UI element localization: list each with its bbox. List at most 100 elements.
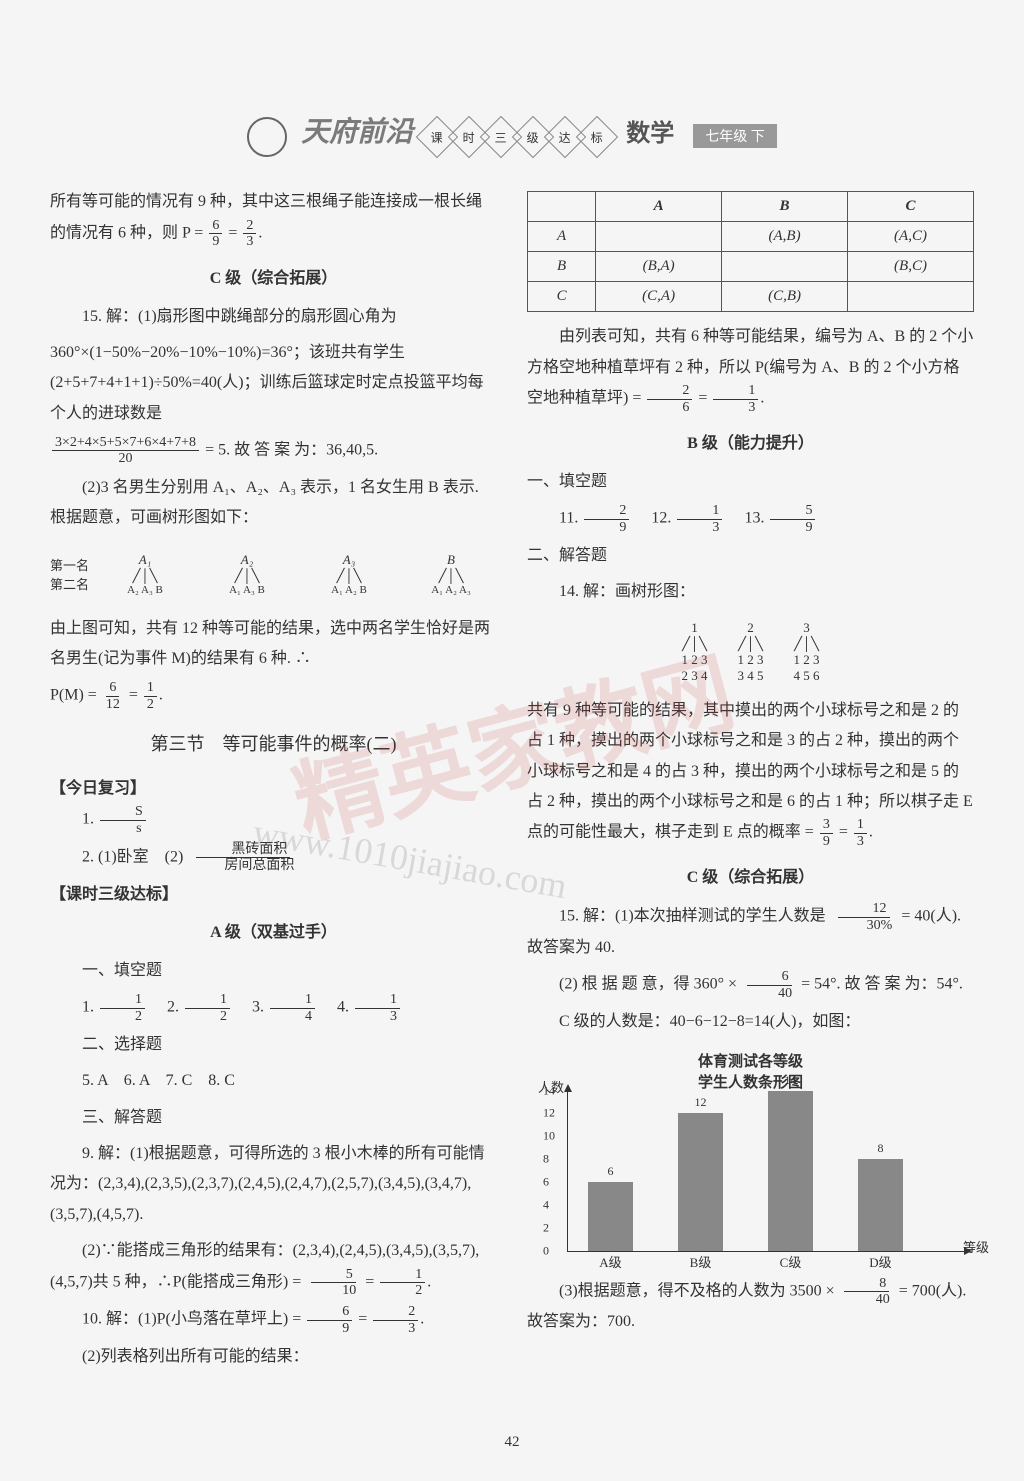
fraction: 3×2+4×5+5×7+6×4+7+820 (52, 435, 199, 467)
today-review-head: 【今日复习】 (50, 774, 497, 798)
fraction: 39 (820, 817, 833, 849)
brand-logo-icon (247, 117, 287, 157)
fraction: 12 (380, 1267, 425, 1299)
q9-solution: 9. 解：(1)根据题意，可得所选的 3 根小木棒的所有可能情况为：(2,3,4… (50, 1139, 497, 1230)
fraction: 12 (100, 992, 145, 1024)
text-block: (2)列表格列出所有可能的结果： (50, 1342, 497, 1372)
fraction: 29 (584, 503, 629, 535)
table-cell: (B,A) (596, 252, 722, 282)
choice-head: 二、选择题 (50, 1030, 497, 1060)
text: 15. 解：(1)本次抽样测试的学生人数是 (559, 908, 826, 925)
q14-solution: 14. 解：画树形图： (527, 577, 974, 607)
fraction: 510 (307, 1267, 359, 1299)
chart-area: 人数 等级 024681012146A级12B级14C级8D级 (567, 1092, 964, 1252)
level-c-title: C 级（综合拓展） (50, 264, 497, 288)
tree-diagram-3: 1╱│╲ 1 2 3 2 3 4 2╱│╲ 1 2 3 3 4 5 3╱│╲ 1… (527, 620, 974, 684)
fraction: 14 (270, 992, 315, 1024)
text-block: 由上图可知，共有 12 种等可能的结果，选中两名学生恰好是两名男生(记为事件 M… (50, 614, 497, 675)
text-block: (2)∵能搭成三角形的结果有：(2,3,4),(2,4,5),(3,4,5),(… (50, 1236, 497, 1298)
q15-solution: 15. 解：(1)扇形图中跳绳部分的扇形圆心角为 (50, 302, 497, 332)
y-tick: 0 (543, 1243, 549, 1258)
fraction: 69 (209, 218, 222, 250)
fraction: 840 (841, 1276, 893, 1308)
text: = 5. 故 答 案 为：36,40,5. (205, 442, 378, 459)
text: P(M) = (50, 687, 97, 704)
table-row: C (C,A) (C,B) (528, 282, 974, 312)
chart-bar: 14C级 (768, 1091, 813, 1251)
fill-answers: 11. 29 12. 13 13. 59 (527, 503, 974, 535)
table-row: A (A,B) (A,C) (528, 222, 974, 252)
table-cell: (A,B) (722, 222, 848, 252)
chart-bar: 6A级 (588, 1182, 633, 1251)
answer-head: 二、解答题 (527, 541, 974, 571)
chart-bar: 12B级 (678, 1113, 723, 1250)
fraction: 13 (677, 503, 722, 535)
level-a-title: A 级（双基过手） (50, 918, 497, 942)
q10-solution: 10. 解：(1)P(小鸟落在草坪上) = 69 = 23. (50, 1304, 497, 1336)
table-cell: (B,C) (848, 252, 974, 282)
text-block: 1. Ss (50, 804, 497, 836)
text: (3)根据题意，得不及格的人数为 3500 × (559, 1282, 835, 1299)
y-tick: 4 (543, 1197, 549, 1212)
fraction: 13 (854, 817, 867, 849)
y-tick: 2 (543, 1220, 549, 1235)
fill-head: 一、填空题 (50, 956, 497, 986)
lesson-head: 【课时三级达标】 (50, 880, 497, 904)
content-columns: 所有等可能的情况有 9 种，其中这三根绳子能连接成一根长绳的情况有 6 种，则 … (50, 187, 974, 1419)
fraction: 23 (373, 1304, 418, 1336)
table-cell (722, 252, 848, 282)
fraction: 13 (713, 383, 758, 415)
table-cell: (C,A) (596, 282, 722, 312)
fraction: Ss (100, 804, 146, 836)
text: 1. (82, 811, 94, 828)
outcome-table: A B C A (A,B) (A,C) B (B,A) (B,C) (527, 191, 974, 312)
text-block: C 级的人数是：40−6−12−8=14(人)，如图： (527, 1007, 974, 1037)
fraction: 612 (103, 680, 123, 712)
tree-group: A₃ ╱│╲ A₁ A₂ B (303, 552, 395, 596)
tree-rowlabel: 第一名 第二名 (50, 555, 89, 593)
x-axis-label: 等级 (963, 1237, 989, 1256)
right-column: A B C A (A,B) (A,C) B (B,A) (B,C) (527, 187, 974, 1419)
y-tick: 8 (543, 1152, 549, 1167)
table-cell: (C,B) (722, 282, 848, 312)
level-b-title: B 级（能力提升） (527, 429, 974, 453)
table-cell: C (528, 282, 596, 312)
table-cell: A (528, 222, 596, 252)
fill-head: 一、填空题 (527, 467, 974, 497)
text-block: 3×2+4×5+5×7+6×4+7+820 = 5. 故 答 案 为：36,40… (50, 435, 497, 467)
q15-solution: 15. 解：(1)本次抽样测试的学生人数是 1230% = 40(人). 故答案… (527, 901, 974, 963)
table-header: B (722, 192, 848, 222)
fill-answers: 1. 12 2. 12 3. 14 4. 13 (50, 992, 497, 1024)
text: 共有 9 种等可能的结果，其中摸出的两个小球标号之和是 2 的占 1 种，摸出的… (527, 702, 973, 841)
tree-group: 2╱│╲ 1 2 3 3 4 5 (738, 620, 764, 684)
fraction: 黑砖面积房间总面积 (189, 842, 297, 874)
table-row: B (B,A) (B,C) (528, 252, 974, 282)
text-block: 共有 9 种等可能的结果，其中摸出的两个小球标号之和是 2 的占 1 种，摸出的… (527, 696, 974, 849)
page-number: 42 (50, 1434, 974, 1451)
table-header: C (848, 192, 974, 222)
badge: 标 (576, 115, 618, 157)
page: 天府前沿 课 时 三 级 达 标 数学 七年级 下 所有等可能的情况有 9 种，… (0, 0, 1024, 1481)
text-block: 2. (1)卧室 (2) 黑砖面积房间总面积 (50, 842, 497, 874)
fraction: 1230% (832, 901, 896, 933)
table-cell (596, 222, 722, 252)
fraction: 12 (144, 680, 157, 712)
fraction: 12 (185, 992, 230, 1024)
y-tick: 14 (543, 1083, 555, 1098)
tree-group: B ╱│╲ A₁ A₂ A₃ (405, 552, 497, 596)
choice-answers: 5. A 6. A 7. C 8. C (50, 1066, 497, 1096)
brand-title: 天府前沿 (301, 117, 413, 148)
text-block: 由列表可知，共有 6 种等可能结果，编号为 A、B 的 2 个小方格空地种植草坪… (527, 322, 974, 415)
tree-diagram: 第一名 第二名 A₁ ╱│╲ A₂ A₃ B A₂ ╱│╲ A₁ A₃ B A₃… (50, 544, 497, 604)
tree-group: 1╱│╲ 1 2 3 2 3 4 (682, 620, 708, 684)
table-row: A B C (528, 192, 974, 222)
y-tick: 12 (543, 1106, 555, 1121)
fraction: 69 (307, 1304, 352, 1336)
tree-group: A₁ ╱│╲ A₂ A₃ B (99, 552, 191, 596)
fraction: 13 (355, 992, 400, 1024)
table-cell: B (528, 252, 596, 282)
bar-chart: 体育测试各等级 学生人数条形图 人数 等级 024681012146A级12B级… (527, 1050, 974, 1270)
text-block: 360°×(1−50%−20%−10%−10%)=36°；该班共有学生(2+5+… (50, 338, 497, 429)
text: 由上图可知，共有 12 种等可能的结果，选中两名学生恰好是两名男生(记为事件 M… (50, 620, 490, 667)
text: 2. (1)卧室 (2) (82, 849, 183, 866)
